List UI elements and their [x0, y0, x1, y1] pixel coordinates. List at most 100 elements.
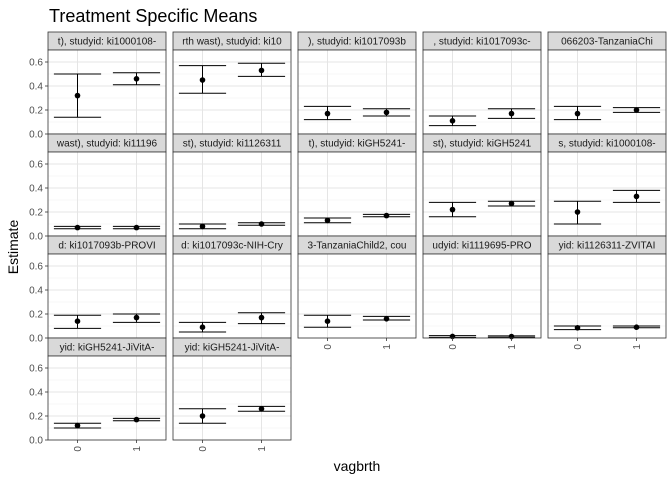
facet-strip-label: rth wast), studyid: ki10: [182, 37, 282, 48]
facet-panel: udyid: ki1119695-PRO 0 1: [422, 235, 542, 350]
facet-panel: , studyid: ki1017093c-: [422, 31, 542, 135]
estimate-point: [633, 324, 640, 331]
x-tick-label: 0: [323, 344, 334, 350]
x-tick-label: 1: [132, 446, 143, 452]
estimate-point: [74, 92, 81, 99]
facet-strip-label: udyid: ki1119695-PRO: [432, 241, 531, 252]
facet-panel: rth wast), studyid: ki10: [172, 31, 292, 135]
estimate-point: [633, 193, 640, 200]
x-tick-label: 0: [448, 344, 459, 350]
estimate-point: [633, 107, 640, 113]
estimate-point: [74, 224, 81, 231]
facet-panels: t), studyid: ki1000108- 0.0 0.2 0.4 0.6 rth w…: [29, 31, 667, 452]
panel-background: [423, 254, 541, 338]
estimate-point: [449, 206, 456, 213]
panel-background: [298, 152, 416, 236]
facet-panel: ), studyid: ki1017093b: [297, 31, 417, 135]
facet-panel: wast), studyid: ki11196 0.0 0.2 0.4 0.6: [29, 133, 167, 243]
facet-panel: yid: ki1126311-ZVITAI 0 1: [547, 235, 667, 350]
panel-border: [47, 355, 167, 441]
panel-background: [548, 50, 666, 134]
panel-background: [298, 254, 416, 338]
y-tick-label: 0.6: [29, 160, 43, 171]
y-tick-label: 0.4: [29, 82, 43, 93]
panel-background: [423, 152, 541, 236]
facet-strip-label: t), studyid: kiGH5241-: [309, 139, 406, 150]
estimate-point: [133, 224, 140, 231]
estimate-point: [258, 406, 265, 412]
estimate-point: [133, 76, 140, 82]
estimate-point: [383, 316, 390, 322]
facet-strip-label: t), studyid: ki1000108-: [58, 37, 156, 48]
x-tick-label: 0: [573, 344, 584, 350]
y-tick-label: 0.0: [29, 130, 43, 141]
x-tick-label: 1: [507, 344, 518, 350]
estimate-point: [324, 318, 331, 325]
facet-strip-label: yid: kiGH5241-JiVitA-: [60, 343, 155, 354]
y-tick-label: 0.2: [29, 310, 43, 321]
x-tick-label: 0: [73, 446, 84, 452]
facet-panel: s, studyid: ki1000108-: [547, 133, 667, 237]
y-tick-label: 0.0: [29, 232, 43, 243]
estimate-point: [324, 217, 331, 224]
panel-background: [173, 50, 291, 134]
facet-panel: d: ki1017093c-NIH-Cry: [172, 235, 292, 339]
y-tick-label: 0.2: [29, 412, 43, 423]
x-tick-label: 1: [632, 344, 643, 350]
facet-panel: 3-TanzaniaChild2, cou 0 1: [297, 235, 417, 350]
estimate-point: [133, 416, 140, 423]
facet-panel: yid: kiGH5241-JiVitA- 0 1: [172, 337, 292, 452]
facet-panel: st), studyid: ki1126311: [172, 133, 292, 237]
panel-background: [298, 50, 416, 134]
estimate-point: [574, 325, 581, 331]
estimate-point: [324, 110, 331, 117]
panel-background: [548, 254, 666, 338]
estimate-point: [258, 67, 265, 74]
y-tick-label: 0.2: [29, 208, 43, 219]
estimate-point: [199, 223, 206, 230]
x-axis-title: vagbrth: [334, 458, 381, 474]
y-tick-label: 0.0: [29, 334, 43, 345]
facet-panel: st), studyid: kiGH5241: [422, 133, 542, 237]
estimate-point: [258, 221, 265, 227]
panel-border: [297, 253, 417, 339]
estimate-point: [508, 110, 515, 117]
y-tick-label: 0.6: [29, 58, 43, 69]
facet-panel: t), studyid: kiGH5241-: [297, 133, 417, 237]
x-tick-label: 0: [198, 446, 209, 452]
panel-border: [422, 253, 542, 339]
estimate-point: [574, 209, 581, 215]
estimate-point: [133, 314, 140, 321]
facet-strip-label: st), studyid: ki1126311: [183, 139, 282, 150]
panel-background: [173, 152, 291, 236]
x-tick-label: 1: [257, 446, 268, 452]
estimate-point: [508, 200, 515, 207]
facet-strip-label: d: ki1017093c-NIH-Cry: [181, 241, 283, 252]
y-tick-label: 0.4: [29, 184, 43, 195]
panel-background: [173, 254, 291, 338]
panel-background: [48, 356, 166, 440]
facet-panel: t), studyid: ki1000108- 0.0 0.2 0.4 0.6: [29, 31, 167, 141]
estimate-point: [74, 318, 81, 325]
facet-panel: d: ki1017093b-PROVI 0.0 0.2 0.4 0.6: [29, 235, 167, 345]
estimate-point: [199, 413, 206, 419]
y-tick-label: 0.4: [29, 388, 43, 399]
estimate-point: [383, 109, 390, 116]
facet-strip-label: 066203-TanzaniaChi: [561, 37, 653, 48]
facet-strip-label: yid: kiGH5241-JiVitA-: [185, 343, 280, 354]
y-tick-label: 0.0: [29, 436, 43, 447]
y-tick-label: 0.2: [29, 106, 43, 117]
y-tick-label: 0.6: [29, 262, 43, 273]
facet-panel: yid: kiGH5241-JiVitA- 0.0 0.2 0.4 0.6 0 1: [29, 337, 167, 452]
estimate-point: [258, 314, 265, 321]
estimate-point: [383, 212, 390, 219]
facet-strip-label: ), studyid: ki1017093b: [308, 37, 406, 48]
facet-strip-label: 3-TanzaniaChild2, cou: [308, 241, 407, 252]
chart-title: Treatment Specific Means: [49, 6, 257, 26]
x-tick-label: 1: [382, 344, 393, 350]
facet-strip-label: d: ki1017093b-PROVI: [58, 241, 155, 252]
estimate-point: [449, 118, 456, 124]
panel-border: [547, 253, 667, 339]
facet-strip-label: wast), studyid: ki11196: [56, 139, 158, 150]
